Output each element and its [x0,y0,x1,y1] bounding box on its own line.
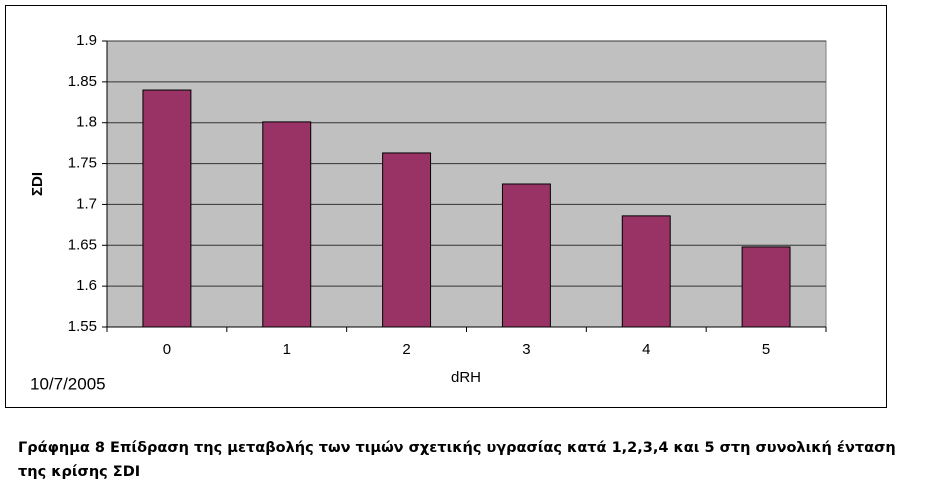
bar [142,89,192,328]
plot-area [106,40,827,328]
caption: Γράφημα 8 Επίδραση της μεταβολής των τιμ… [18,440,896,480]
x-axis-title: dRH [451,369,481,386]
bar [382,152,432,328]
y-axis-title: ΣDI [29,172,46,196]
y-tick-label: 1.7 [76,195,97,212]
bar [621,215,671,328]
y-tick-label: 1.85 [68,73,97,90]
y-tick-label: 1.65 [68,236,97,253]
y-tick-label: 1.9 [76,32,97,49]
x-tick-label: 0 [163,341,171,358]
y-tick-label: 1.8 [76,114,97,131]
y-tick-label: 1.75 [68,155,97,172]
bar [262,121,312,328]
chart: ΣDI dRH 10/7/2005 1.55 1.6 1.65 1.7 1.75 1.8 1… [5,5,887,408]
y-tick-label: 1.6 [76,277,97,294]
x-tick-label: 3 [522,341,530,358]
x-tick-label: 5 [762,341,770,358]
x-tick-label: 1 [283,341,291,358]
x-tick-label: 4 [642,341,650,358]
x-tick-label: 2 [402,341,410,358]
bar [741,246,791,328]
y-tick-label: 1.55 [68,318,97,335]
annotation: 10/7/2005 [30,374,106,393]
bar [501,183,551,328]
